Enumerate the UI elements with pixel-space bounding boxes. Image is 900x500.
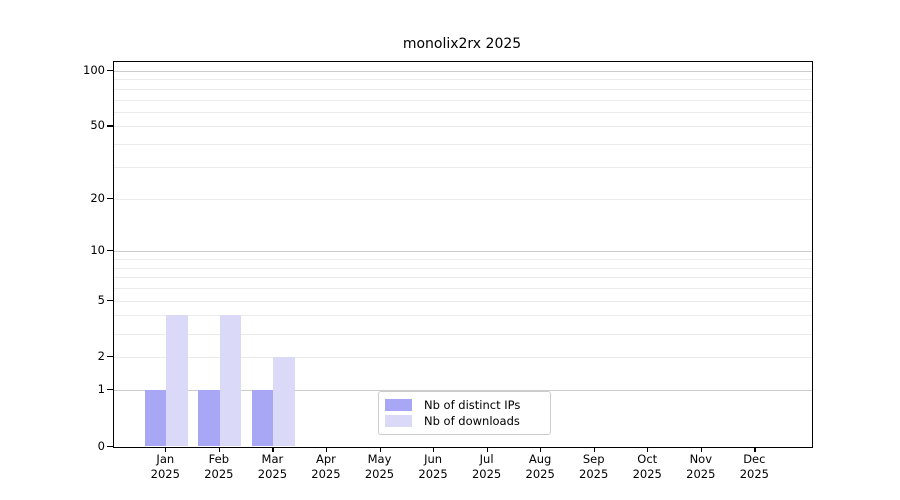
x-tick-month: Apr [315,452,336,466]
x-tick-mark [165,446,167,452]
y-tick-mark [107,125,113,127]
x-tick-year: 2025 [632,467,662,481]
legend-entry-downloads: Nb of downloads [385,413,542,429]
x-tick-month: Feb [208,452,230,466]
x-tick-mark [218,446,221,452]
bar [198,390,220,447]
x-tick-month: Jun [424,452,443,466]
legend-label-downloads: Nb of downloads [424,414,520,428]
bar [273,357,295,447]
y-gridline-major [114,390,812,392]
y-gridline-minor [114,277,812,279]
y-tick-mark [107,250,113,252]
y-tick-mark [107,197,113,199]
x-tick-month: Jul [479,452,494,466]
y-gridline-minor [114,259,812,261]
y-tick-label: 20 [90,190,105,205]
y-gridline-minor [114,288,812,290]
x-tick-month: Aug [528,452,552,466]
bar [166,315,188,447]
y-gridline-minor [114,315,812,317]
x-tick-label: Mar 2025 [240,452,304,482]
y-tick-mark [107,69,113,72]
y-gridline-minor [114,198,812,200]
y-tick-label: 5 [97,292,105,307]
chart-title: monolix2rx 2025 [402,36,522,52]
x-tick-year: 2025 [257,467,288,481]
y-gridline-minor [114,300,812,302]
x-tick-label: Jun 2025 [401,452,465,482]
y-gridline-minor [114,144,812,146]
y-tick-label: 100 [83,62,105,77]
x-tick-mark [754,446,756,452]
y-tick-label: 0 [97,438,105,453]
y-tick-label: 1 [97,382,105,397]
y-tick-mark [107,356,113,358]
y-gridline-minor [114,88,812,90]
bar [144,390,167,447]
x-tick-mark [433,446,435,452]
y-gridline-minor [114,357,812,359]
y-gridline-minor [114,166,812,168]
x-tick-label: Jul 2025 [455,452,519,482]
x-tick-mark [540,446,542,452]
x-tick-label: Nov 2025 [669,452,733,482]
x-tick-year: 2025 [364,467,395,481]
x-tick-year: 2025 [739,467,769,481]
x-tick-mark [486,446,488,452]
y-tick-label: 50 [90,118,105,133]
y-gridline-minor [114,333,812,335]
x-tick-label: Sep 2025 [562,452,626,482]
legend: Nb of distinct IPs Nb of downloads [378,391,551,435]
x-tick-mark [647,446,649,452]
x-tick-label: Dec 2025 [722,452,786,482]
x-tick-label: Oct 2025 [615,452,679,482]
x-tick-year: 2025 [204,467,234,481]
legend-entry-distinct-ips: Nb of distinct IPs [385,397,542,413]
x-tick-month: Jan [156,452,175,466]
y-gridline-major [114,251,812,253]
x-tick-year: 2025 [525,467,555,481]
x-tick-label: Jan 2025 [133,452,197,482]
y-gridline-minor [114,99,812,101]
y-gridline-minor [114,79,812,81]
x-tick-month: May [367,452,392,466]
legend-label-distinct-ips: Nb of distinct IPs [424,398,521,412]
bar [219,315,242,447]
x-tick-month: Nov [689,452,713,466]
legend-swatch-downloads [385,415,412,427]
x-tick-label: Feb 2025 [187,452,251,482]
x-tick-month: Sep [582,452,605,466]
x-tick-month: Dec [743,452,766,466]
x-tick-year: 2025 [579,467,609,481]
x-tick-month: Mar [261,452,284,466]
y-tick-label: 10 [90,243,105,258]
y-tick-mark [107,445,113,447]
y-gridline-minor [114,267,812,269]
x-tick-month: Oct [637,452,658,466]
x-tick-mark [379,446,381,452]
legend-swatch-distinct-ips [385,399,412,411]
y-tick-label: 2 [97,349,105,364]
bar [252,390,274,447]
x-tick-label: Apr 2025 [294,452,358,482]
x-tick-mark [272,446,274,452]
y-tick-mark [107,299,113,301]
x-tick-year: 2025 [150,467,180,481]
y-tick-mark [107,389,113,391]
x-tick-year: 2025 [686,467,716,481]
plot-area [113,61,813,448]
x-tick-year: 2025 [418,467,448,481]
x-tick-year: 2025 [311,467,341,481]
x-tick-label: May 2025 [348,452,412,482]
y-gridline-minor [114,111,812,113]
x-tick-mark [325,446,328,452]
x-tick-label: Aug 2025 [508,452,572,482]
x-tick-year: 2025 [471,467,502,481]
x-tick-mark [593,446,595,452]
y-gridline-minor [114,126,812,128]
y-gridline-major [114,70,812,72]
x-tick-mark [700,446,702,452]
